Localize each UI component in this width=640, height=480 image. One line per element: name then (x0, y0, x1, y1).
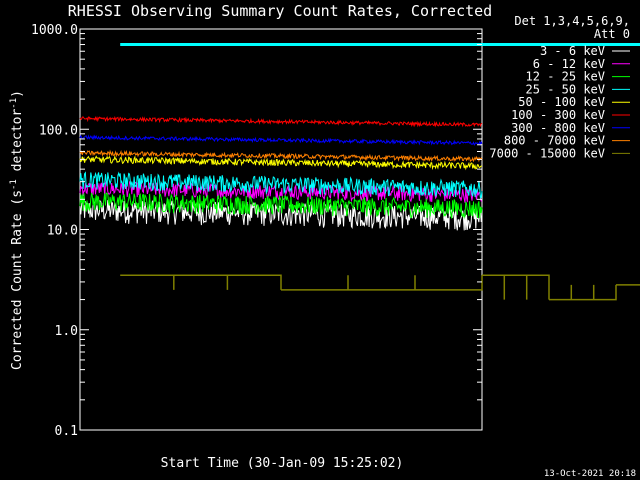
series-line (79, 192, 483, 220)
y-axis-label-end: ) (10, 90, 25, 98)
y-axis-label-main: Corrected Count Rate (s (10, 190, 25, 370)
series-line (79, 155, 483, 171)
y-tick-label: 10.0 (47, 224, 78, 239)
series-line (79, 134, 483, 147)
legend-label: 7000 - 15000 keV (489, 146, 605, 160)
y-tick-label: 0.1 (55, 424, 78, 439)
y-tick-label: 1.0 (55, 324, 78, 339)
legend-label: 3 - 6 keV (540, 44, 605, 58)
legend-label: 25 - 50 keV (526, 82, 605, 96)
legend-header-line1: Det 1,3,4,5,6,9, (514, 14, 630, 28)
legend-label: 50 - 100 keV (518, 95, 605, 109)
legend-label: 800 - 7000 keV (504, 134, 605, 148)
series-line (79, 149, 483, 163)
series-line-steps (120, 274, 640, 301)
x-axis-label: Start Time (30-Jan-09 15:25:02) (161, 456, 404, 471)
y-tick-label: 100.0 (39, 123, 78, 138)
y-axis: 0.1 1.0 10.0 100.0 1000.0 (31, 23, 482, 439)
legend-label: 6 - 12 keV (533, 57, 605, 71)
y-tick-label: 1000.0 (31, 23, 78, 38)
chart-title: RHESSI Observing Summary Count Rates, Co… (68, 2, 492, 20)
y-axis-label-sup1: -1 (9, 179, 19, 190)
legend-label: 12 - 25 keV (526, 70, 605, 84)
night-markers: N (120, 43, 640, 47)
legend-header-line2: Att 0 (594, 27, 630, 41)
y-axis-label: Corrected Count Rate (s-1 detector-1) (9, 90, 25, 370)
y-axis-label-mid: detector (10, 109, 25, 180)
legend-label: 100 - 300 keV (511, 108, 605, 122)
series-line (79, 115, 483, 128)
timestamp: 13-Oct-2021 20:18 (544, 469, 636, 479)
series-line (79, 171, 483, 200)
legend-label: 300 - 800 keV (511, 121, 605, 135)
series-lines (79, 115, 640, 301)
y-axis-label-sup2: -1 (9, 98, 19, 109)
